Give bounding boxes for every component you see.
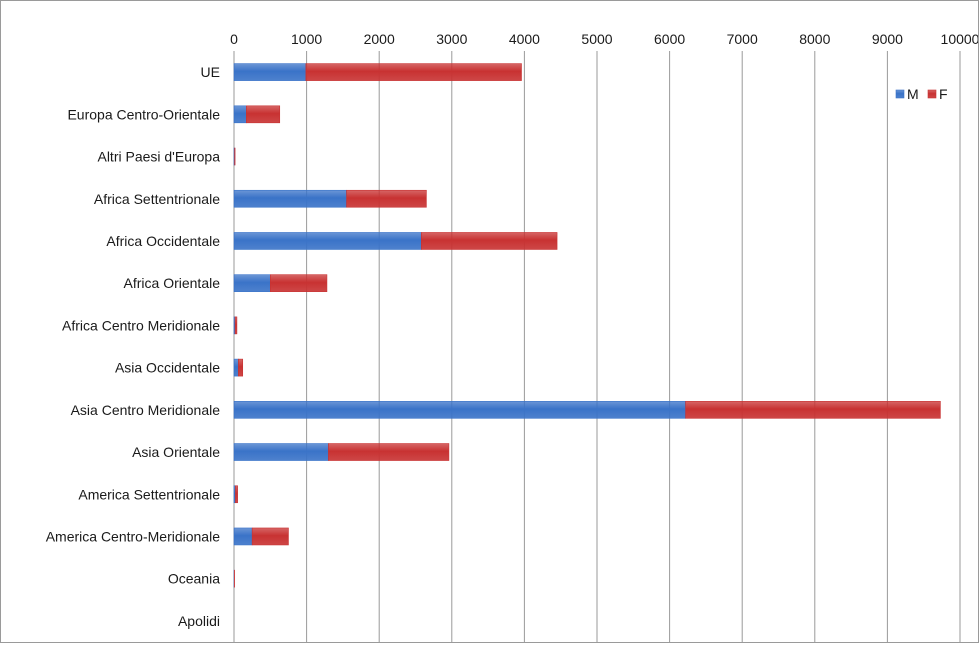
category-label: Africa Occidentale <box>106 233 220 249</box>
bar-f <box>347 190 427 207</box>
legend-label: M <box>907 86 919 102</box>
x-tick-label: 1000 <box>291 31 322 47</box>
category-label: Altri Paesi d'Europa <box>97 149 220 165</box>
bar-f <box>686 401 941 418</box>
bar-m <box>234 190 347 207</box>
y-axis-category-labels: UE Europa Centro-Orientale Altri Paesi d'E… <box>46 64 221 629</box>
x-tick-label: 0 <box>230 31 238 47</box>
bar-f <box>421 232 557 249</box>
legend-label: F <box>939 86 948 102</box>
bar-m <box>234 106 246 123</box>
bar-m <box>234 275 270 292</box>
category-label: Europa Centro-Orientale <box>67 106 220 122</box>
bar-f <box>235 148 236 165</box>
x-axis-tick-labels: 0 1000 2000 3000 4000 5000 6000 7000 8000 9000 100… <box>230 31 978 47</box>
category-label: Asia Occidentale <box>115 360 220 376</box>
bar-m <box>234 64 306 81</box>
bar-f <box>252 528 288 545</box>
bar-f <box>246 106 279 123</box>
category-label: Asia Centro Meridionale <box>71 402 221 418</box>
bar-m <box>234 232 421 249</box>
x-tick-label: 6000 <box>654 31 685 47</box>
bar-m <box>234 401 686 418</box>
bar-m <box>234 359 238 376</box>
bar-m <box>234 444 328 461</box>
x-tick-label: 2000 <box>364 31 395 47</box>
category-label: Africa Centro Meridionale <box>62 317 220 333</box>
category-label: Oceania <box>168 571 220 587</box>
category-label: Asia Orientale <box>132 444 220 460</box>
legend-swatch <box>896 90 904 98</box>
legend-swatch <box>928 90 936 98</box>
category-label: America Settentrionale <box>78 486 220 502</box>
x-tick-label: 4000 <box>509 31 540 47</box>
bar-f <box>235 486 237 503</box>
x-tick-label: 5000 <box>581 31 612 47</box>
x-tick-label: 3000 <box>436 31 467 47</box>
bar-f <box>270 275 327 292</box>
category-label: Africa Settentrionale <box>94 191 220 207</box>
category-label: Apolidi <box>178 613 220 629</box>
bar-f <box>238 359 242 376</box>
bar-f <box>306 64 522 81</box>
x-tick-label: 7000 <box>727 31 758 47</box>
gridlines <box>234 51 960 642</box>
x-tick-label: 8000 <box>799 31 830 47</box>
bars <box>234 64 940 588</box>
x-tick-label: 10000 <box>941 31 978 47</box>
bar-f <box>235 317 237 334</box>
x-tick-label: 9000 <box>872 31 903 47</box>
bar-f <box>328 444 449 461</box>
category-label: America Centro-Meridionale <box>46 528 221 544</box>
bar-m <box>234 528 252 545</box>
category-label: UE <box>201 64 220 80</box>
category-label: Africa Orientale <box>124 275 221 291</box>
